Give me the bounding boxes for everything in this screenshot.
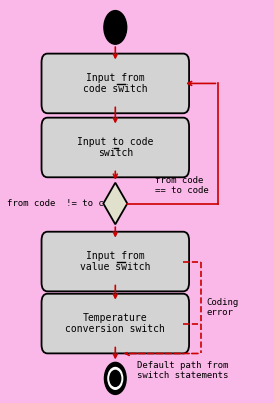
Circle shape [108,368,123,389]
Text: Input from
code switch: Input from code switch [83,73,148,94]
Circle shape [104,10,127,44]
Circle shape [104,362,126,395]
FancyBboxPatch shape [42,118,189,177]
Polygon shape [103,183,127,224]
Text: Coding
error: Coding error [206,298,238,317]
Circle shape [110,370,121,386]
Text: Input from
value switch: Input from value switch [80,251,150,272]
Text: Default path from
switch statements: Default path from switch statements [137,361,228,380]
Text: from code  != to code: from code != to code [7,199,120,208]
FancyBboxPatch shape [42,294,189,353]
FancyBboxPatch shape [42,232,189,291]
Text: Input to code
switch: Input to code switch [77,137,153,158]
Text: Temperature
conversion switch: Temperature conversion switch [65,313,165,334]
Text: from code
== to code: from code == to code [155,176,209,195]
FancyBboxPatch shape [42,54,189,113]
